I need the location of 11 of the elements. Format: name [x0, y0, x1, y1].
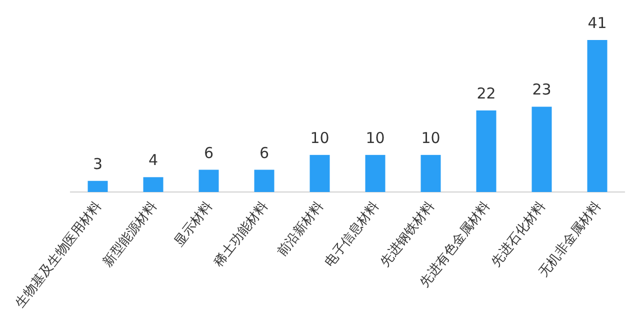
data-label: 10	[310, 128, 330, 147]
data-label: 41	[588, 14, 607, 32]
x-tick-label: 新型能源材料	[100, 199, 160, 270]
data-label: 23	[532, 80, 552, 99]
data-label: 3	[92, 154, 103, 173]
data-label: 22	[476, 84, 496, 102]
data-label: 4	[148, 151, 158, 170]
data-label: 10	[421, 128, 440, 147]
data-label: 10	[366, 128, 385, 147]
data-label: 6	[204, 144, 214, 162]
data-label: 6	[259, 144, 270, 162]
